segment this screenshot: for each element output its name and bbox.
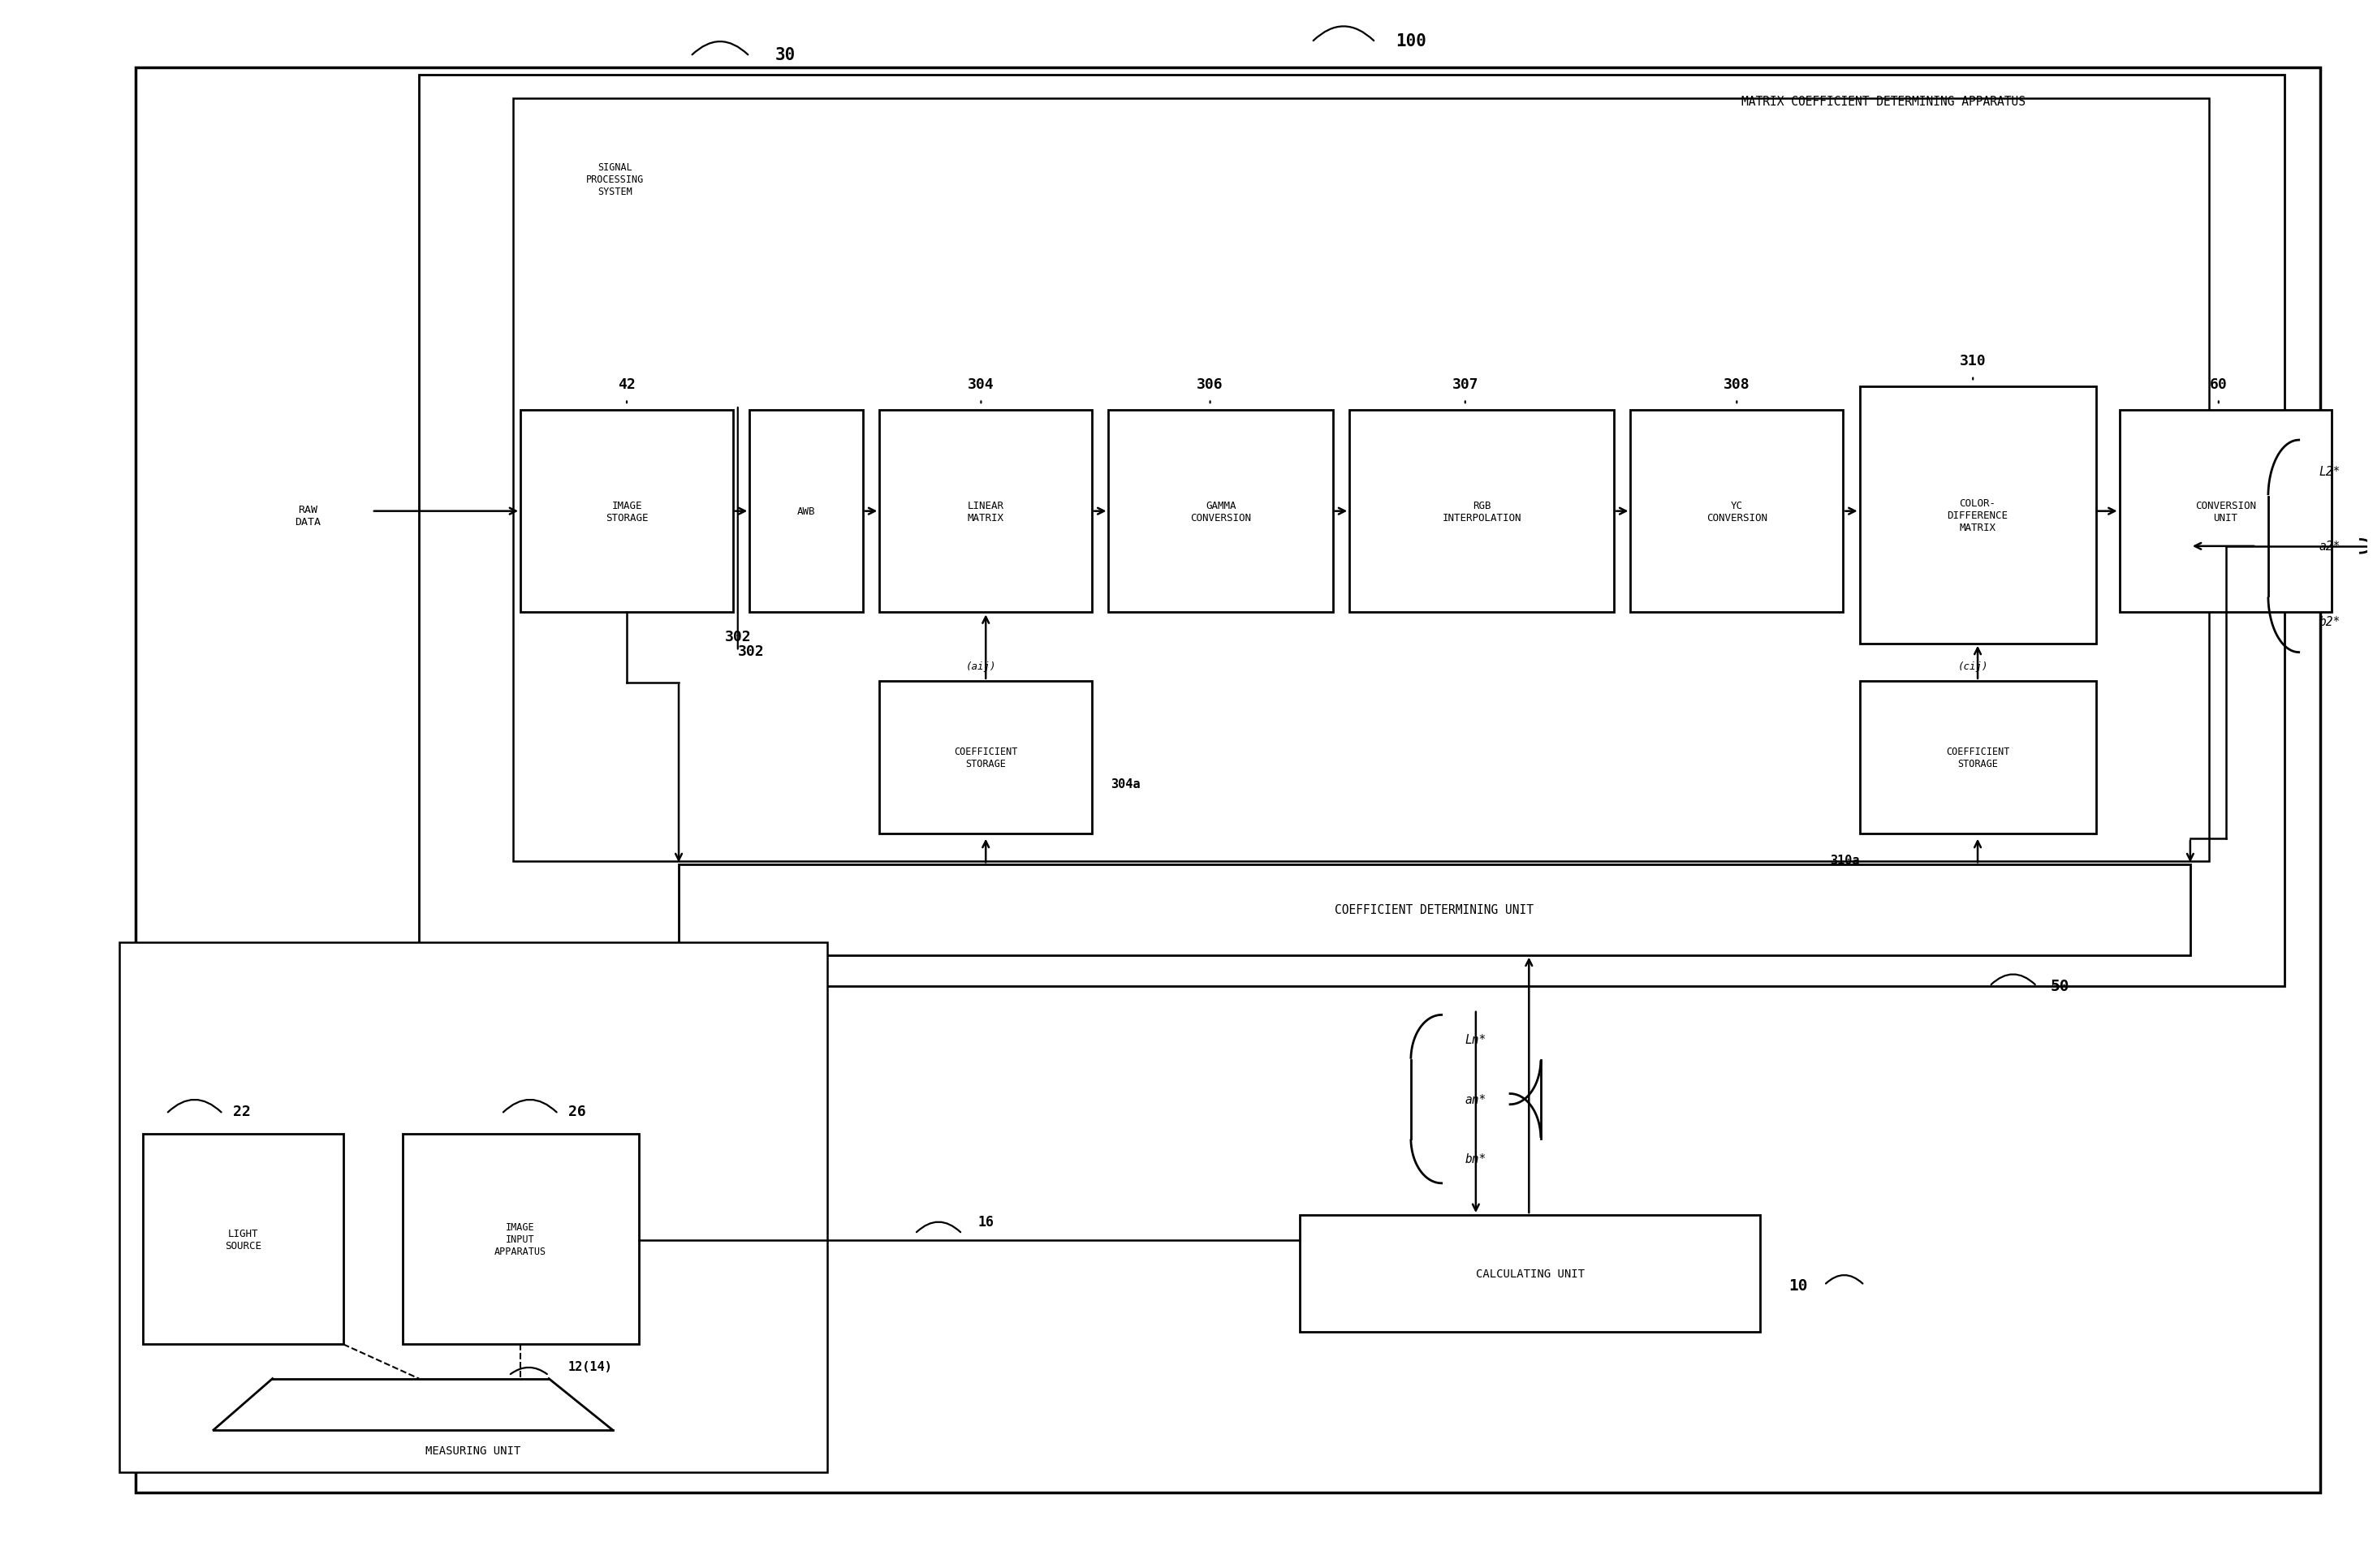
Text: 306: 306 [1196,376,1224,392]
Bar [420,75,2285,986]
Text: (aij): (aij) [966,662,997,673]
Bar [119,942,828,1472]
Text: L2*: L2* [2318,466,2340,477]
Text: 30: 30 [774,47,795,63]
Bar [1300,1215,1761,1331]
Bar [1630,411,1844,613]
Bar [880,411,1092,613]
Text: 16: 16 [978,1215,994,1229]
Text: COEFFICIENT
STORAGE: COEFFICIENT STORAGE [1946,746,2010,768]
Text: 308: 308 [1723,376,1749,392]
Text: 10: 10 [1789,1278,1808,1294]
Bar [679,866,2190,955]
Text: 307: 307 [1452,376,1478,392]
Text: an*: an* [1464,1093,1485,1105]
Bar [2119,411,2333,613]
Text: LIGHT
SOURCE: LIGHT SOURCE [225,1228,261,1251]
Bar [1860,387,2095,644]
Text: IMAGE
STORAGE: IMAGE STORAGE [605,500,648,524]
Text: 26: 26 [570,1104,586,1118]
Text: 310a: 310a [1830,855,1860,866]
Text: 304: 304 [968,376,994,392]
Text: b2*: b2* [2318,616,2340,627]
Text: CALCULATING UNIT: CALCULATING UNIT [1476,1269,1585,1279]
Bar [513,99,2209,862]
Text: GAMMA
CONVERSION: GAMMA CONVERSION [1191,500,1251,524]
Text: 42: 42 [617,376,636,392]
Text: AWB: AWB [797,506,816,517]
Text: 304a: 304a [1111,778,1141,790]
Text: RAW
DATA: RAW DATA [294,505,320,527]
Text: Ln*: Ln* [1464,1033,1485,1046]
Text: COEFFICIENT DETERMINING UNIT: COEFFICIENT DETERMINING UNIT [1336,905,1533,916]
Bar [880,681,1092,834]
Text: 50: 50 [2050,978,2069,994]
Text: 22: 22 [233,1104,252,1118]
Text: SIGNAL
PROCESSING
SYSTEM: SIGNAL PROCESSING SYSTEM [586,163,643,198]
Text: 12(14): 12(14) [567,1361,612,1372]
Text: 100: 100 [1395,33,1426,49]
Text: a2*: a2* [2318,541,2340,552]
Text: RGB
INTERPOLATION: RGB INTERPOLATION [1443,500,1521,524]
Text: (cij): (cij) [1958,662,1989,673]
Text: COEFFICIENT
STORAGE: COEFFICIENT STORAGE [954,746,1018,768]
Text: 302: 302 [738,644,764,659]
Bar [520,411,733,613]
Text: MATRIX COEFFICIENT DETERMINING APPARATUS: MATRIX COEFFICIENT DETERMINING APPARATUS [1742,96,2024,108]
Text: YC
CONVERSION: YC CONVERSION [1706,500,1768,524]
Text: 310: 310 [1960,354,1986,368]
Text: LINEAR
MATRIX: LINEAR MATRIX [968,500,1004,524]
Text: bn*: bn* [1464,1152,1485,1165]
Bar [403,1134,638,1344]
Text: COLOR-
DIFFERENCE
MATRIX: COLOR- DIFFERENCE MATRIX [1948,499,2008,533]
Bar [750,411,864,613]
Text: CONVERSION
UNIT: CONVERSION UNIT [2195,500,2257,524]
Bar [1860,681,2095,834]
Text: MEASURING UNIT: MEASURING UNIT [425,1444,520,1457]
Bar [142,1134,344,1344]
Text: IMAGE
INPUT
APPARATUS: IMAGE INPUT APPARATUS [494,1221,546,1258]
Text: 302: 302 [724,629,750,644]
Bar [1108,411,1334,613]
Text: 60: 60 [2209,376,2228,392]
Bar [1350,411,1614,613]
